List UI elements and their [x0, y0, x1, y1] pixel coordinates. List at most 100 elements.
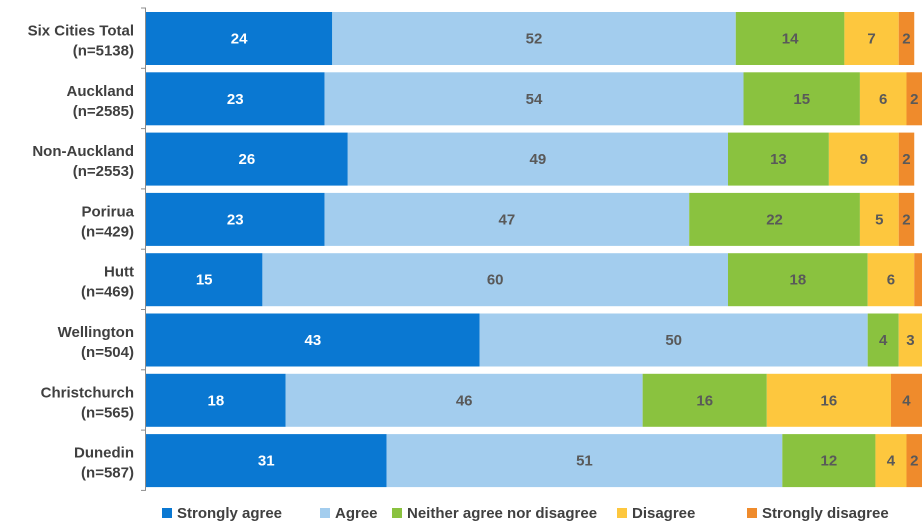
bar-segment [689, 192, 860, 246]
bar-segment [285, 373, 643, 427]
bar-segment [898, 313, 922, 367]
legend-label: Neither agree nor disagree [407, 504, 598, 522]
data-label: 12 [821, 453, 838, 470]
legend-label: Agree [335, 504, 378, 522]
category-label: Dunedin (n=587) [74, 445, 134, 482]
data-label: 43 [304, 332, 321, 349]
data-label: 60 [487, 272, 504, 289]
legend-label: Disagree [632, 504, 696, 522]
data-label: 22 [766, 211, 783, 228]
bar-segment [828, 132, 899, 186]
data-label: 31 [258, 453, 275, 470]
data-label: 47 [498, 211, 515, 228]
bar-segment [898, 192, 915, 246]
data-label: 15 [196, 272, 213, 289]
bar-segment [890, 373, 922, 427]
data-label: 46 [456, 392, 473, 409]
bar-segment [146, 132, 348, 186]
bar-segment [146, 373, 286, 427]
legend-item: Agree [320, 503, 378, 523]
bar-segment [914, 253, 922, 307]
category-axis [141, 7, 146, 491]
data-label: 23 [227, 211, 244, 228]
data-label: 51 [576, 453, 593, 470]
bar-segment [146, 72, 325, 126]
bar-segment [875, 434, 907, 488]
category-label: Porirua (n=429) [81, 203, 135, 240]
bar-segment [766, 373, 891, 427]
data-label: 7 [867, 31, 875, 48]
bar-segment [844, 12, 899, 65]
data-label: 3 [906, 332, 914, 349]
category-label: Non-Auckland (n=2553) [32, 143, 134, 180]
bar-segment [146, 434, 387, 488]
legend-swatch [747, 508, 757, 518]
category-label: Hutt (n=469) [81, 264, 134, 301]
bar-segment [898, 132, 915, 186]
bar-segment [642, 373, 767, 427]
data-label: 5 [875, 211, 883, 228]
data-label: 24 [231, 31, 248, 48]
category-label: Six Cities Total (n=5138) [28, 23, 134, 60]
bar-segment [146, 12, 333, 65]
bar-segment [347, 132, 728, 186]
data-label: 6 [887, 272, 895, 289]
data-label: 9 [860, 151, 868, 168]
bar-segment [479, 313, 868, 367]
bar-segment [735, 12, 845, 65]
data-label: 16 [821, 392, 838, 409]
bar-segment [324, 192, 690, 246]
bar-segments [146, 12, 922, 488]
legend-item: Strongly agree [162, 503, 282, 523]
data-labels: 24 52 14 7 223 54 15 6 226 49 13 9 223 47 22 5 215 60 18 64… [196, 31, 919, 470]
bar-segment [386, 434, 783, 488]
bar-segment [867, 313, 899, 367]
legend-swatch [392, 508, 402, 518]
bar-segment [728, 132, 829, 186]
data-label: 15 [793, 91, 810, 108]
bar-segment [332, 12, 736, 65]
bar-segment [898, 12, 915, 65]
legend-item: Strongly disagree [747, 503, 889, 523]
bar-segment [146, 192, 325, 246]
legend-swatch [617, 508, 627, 518]
category-label: Christchurch (n=565) [41, 384, 134, 421]
legend-swatch [162, 508, 172, 518]
bar-segment [728, 253, 868, 307]
data-label: 54 [526, 91, 543, 108]
data-label: 23 [227, 91, 244, 108]
data-label: 18 [789, 272, 806, 289]
category-label: Auckland (n=2585) [66, 83, 134, 120]
bar-segment [782, 434, 876, 488]
data-label: 16 [696, 392, 713, 409]
category-label: Wellington (n=504) [58, 324, 134, 361]
data-label: 2 [902, 31, 910, 48]
data-label: 2 [910, 453, 918, 470]
data-label: 2 [902, 211, 910, 228]
legend-item: Neither agree nor disagree [392, 503, 597, 523]
legend-label: Strongly disagree [762, 504, 889, 522]
bar-segment [146, 313, 480, 367]
data-label: 6 [879, 91, 887, 108]
bar-segment [146, 253, 263, 307]
data-label: 13 [770, 151, 787, 168]
category-labels: Six Cities Total (n=5138) Auckland (n=2585)… [28, 23, 135, 482]
bar-segment [324, 72, 744, 126]
bar-segment [262, 253, 728, 307]
legend-swatch [320, 508, 330, 518]
data-label: 50 [665, 332, 682, 349]
data-label: 2 [910, 91, 918, 108]
data-label: 18 [207, 392, 224, 409]
legend: Strongly agree Agree Neither agree nor dis… [0, 503, 922, 527]
legend-item: Disagree [617, 503, 695, 523]
bar-segment [743, 72, 860, 126]
data-label: 49 [530, 151, 547, 168]
data-label: 4 [887, 453, 896, 470]
bar-segment [906, 434, 922, 488]
legend-label: Strongly agree [177, 504, 283, 522]
bar-segment [859, 192, 899, 246]
data-label: 2 [902, 151, 910, 168]
data-label: 4 [902, 392, 911, 409]
bar-segment [859, 72, 907, 126]
data-label: 4 [879, 332, 888, 349]
